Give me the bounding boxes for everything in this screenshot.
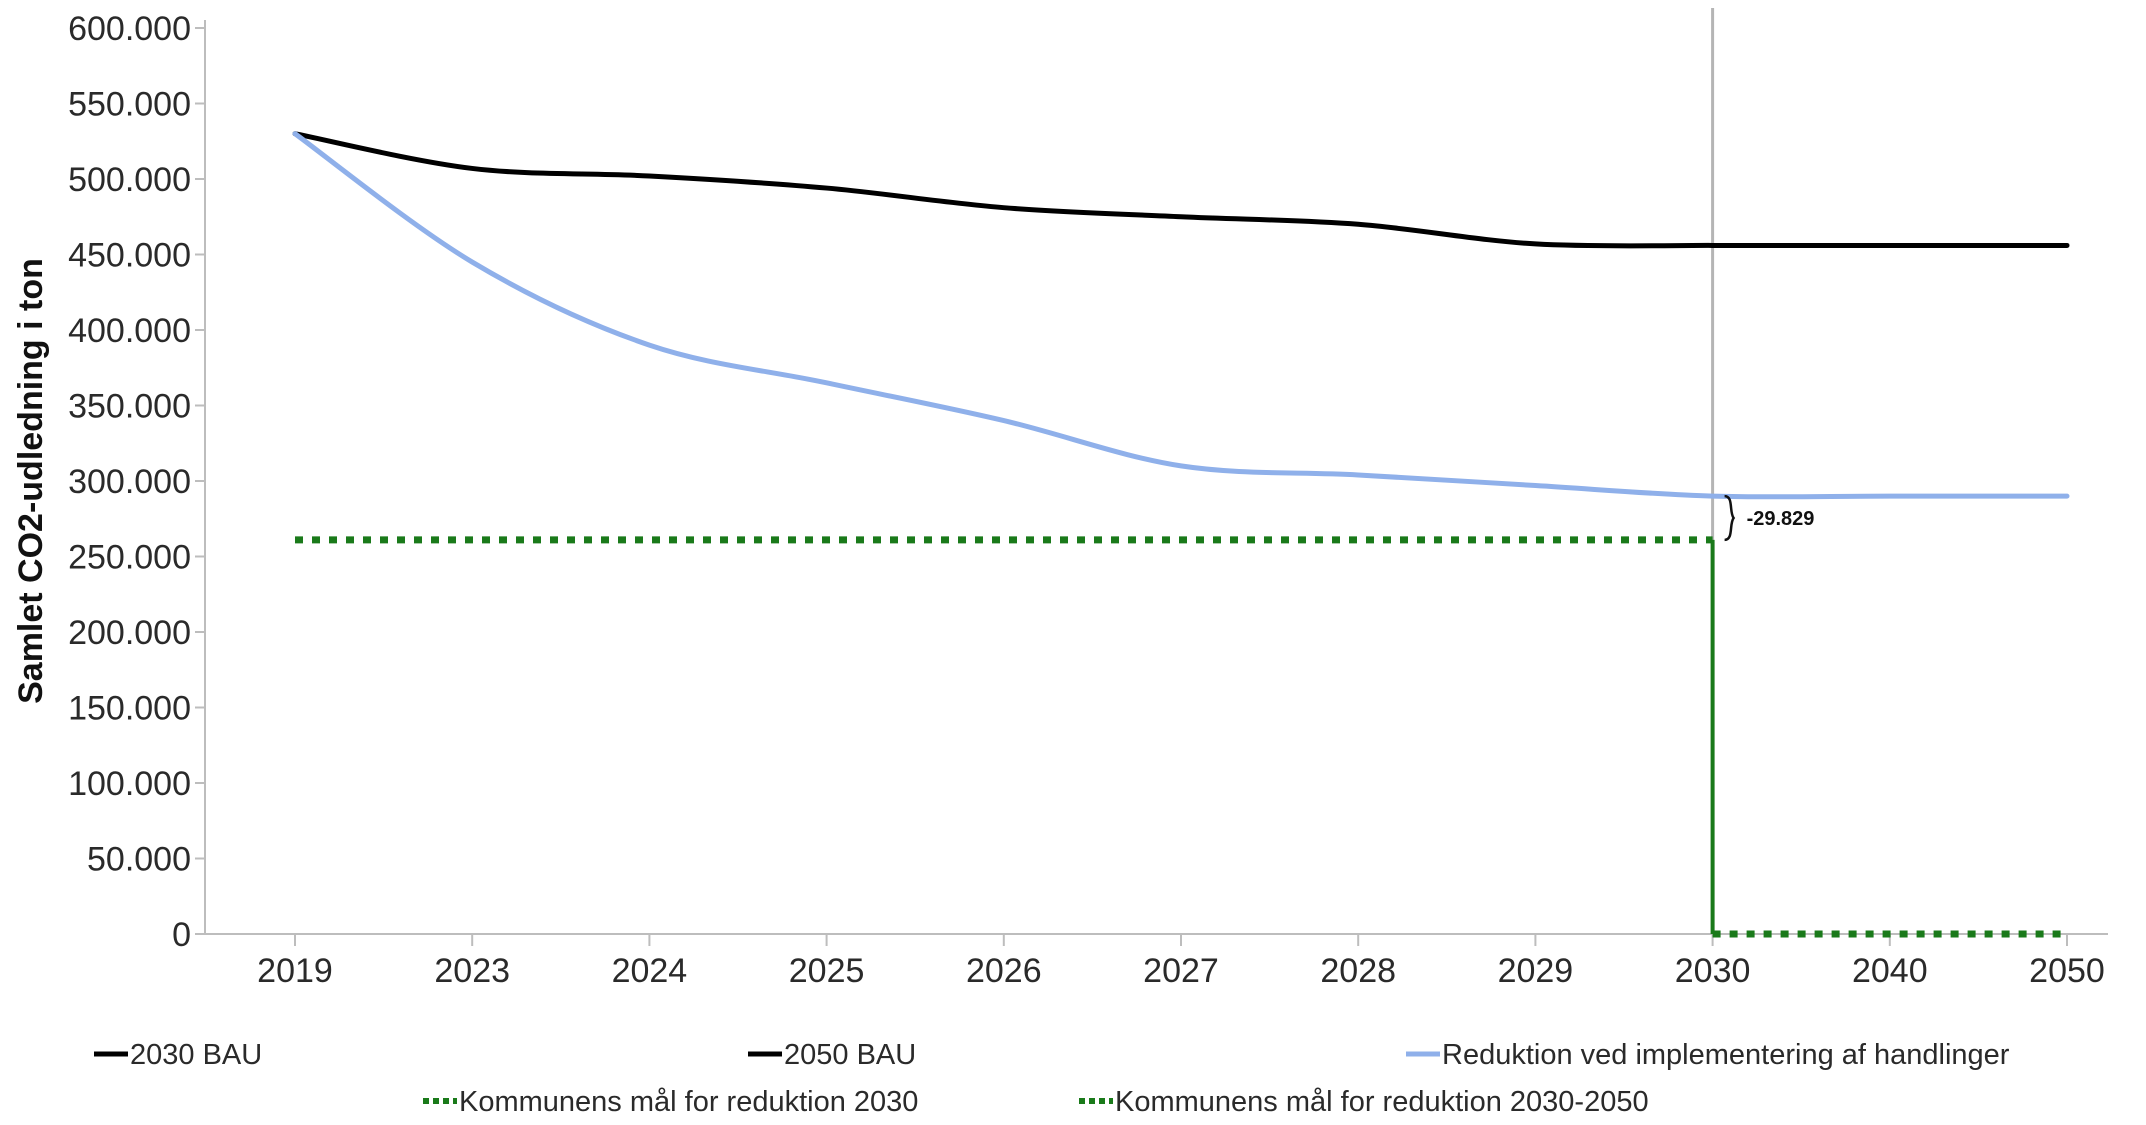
- y-tick-label: 600.000: [68, 10, 191, 48]
- y-tick-label: 550.000: [68, 86, 191, 124]
- y-tick-label: 500.000: [68, 161, 191, 199]
- legend-label: Reduktion ved implementering af handling…: [1442, 1039, 2010, 1071]
- legend-item-reduktion-ved-implementering-af-handlinger: Reduktion ved implementering af handling…: [1406, 1039, 2010, 1071]
- y-axis-title: Samlet CO2-udledning i ton: [12, 258, 50, 704]
- x-tick-label: 2040: [1852, 952, 1928, 990]
- legend-label: 2030 BAU: [130, 1039, 262, 1071]
- legend-item-2050-bau: 2050 BAU: [748, 1039, 916, 1071]
- x-tick-label: 2030: [1675, 952, 1751, 990]
- x-tick-label: 2025: [789, 952, 865, 990]
- x-tick-label: 2028: [1320, 952, 1396, 990]
- annotation-brace: [1724, 494, 1736, 542]
- legend-item-2030-bau: 2030 BAU: [94, 1039, 262, 1071]
- x-tick-label: 2027: [1143, 952, 1219, 990]
- plot-series: [292, 131, 2070, 938]
- legend-item-kommunens-m-l-for-reduktion-2030: Kommunens mål for reduktion 2030: [423, 1086, 918, 1118]
- y-tick-label: 300.000: [68, 463, 191, 501]
- x-tick-label: 2019: [257, 952, 333, 990]
- legend-label: Kommunens mål for reduktion 2030-2050: [1115, 1086, 1649, 1118]
- legend-item-kommunens-m-l-for-reduktion-2030-2050: Kommunens mål for reduktion 2030-2050: [1079, 1086, 1649, 1118]
- y-tick-label: 150.000: [68, 690, 191, 728]
- y-tick-label: 350.000: [68, 388, 191, 426]
- y-tick-label: 450.000: [68, 237, 191, 275]
- annotations: -29.829: [1724, 494, 1815, 542]
- x-tick-label: 2029: [1498, 952, 1574, 990]
- legend-label: 2050 BAU: [784, 1039, 916, 1071]
- legend-label: Kommunens mål for reduktion 2030: [459, 1086, 918, 1118]
- x-tick-label: 2024: [612, 952, 688, 990]
- y-tick-label: 250.000: [68, 539, 191, 577]
- y-tick-label: 100.000: [68, 765, 191, 803]
- y-tick-label: 400.000: [68, 312, 191, 350]
- x-tick-label: 2023: [434, 952, 510, 990]
- x-tick-label: 2026: [966, 952, 1042, 990]
- x-tick-label: 2050: [2029, 952, 2105, 990]
- axes: 0 50.000 100.000 150.000 200.000 250.000 300.0…: [12, 8, 2108, 990]
- series-line-reduktion-ved-implementering-af-handlinger: [292, 131, 2070, 500]
- y-tick-label: 200.000: [68, 614, 191, 652]
- series-line-2030-bau: [292, 131, 1716, 249]
- annotation-label: -29.829: [1747, 508, 1815, 530]
- y-tick-label: 0: [172, 916, 191, 954]
- legend: 2030 BAU 2050 BAU Reduktion ved implemente…: [94, 1039, 2010, 1118]
- y-tick-label: 50.000: [87, 841, 191, 879]
